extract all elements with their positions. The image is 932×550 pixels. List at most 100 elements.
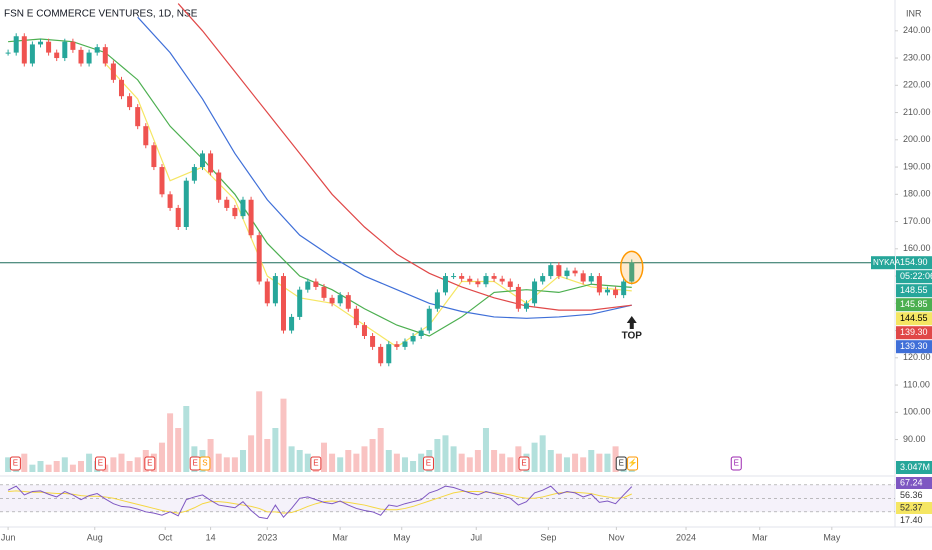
rsi-line xyxy=(8,490,632,514)
candle-body xyxy=(402,341,408,347)
candle-body xyxy=(556,265,562,277)
y-tick-label: 240.00 xyxy=(903,25,931,35)
candle-body xyxy=(596,276,602,293)
volume-bar xyxy=(239,450,246,472)
y-tick-label: 110.00 xyxy=(903,379,930,389)
volume-bar xyxy=(353,453,360,472)
volume-bar xyxy=(296,450,303,472)
volume-bar xyxy=(418,453,425,472)
candle-body xyxy=(272,276,278,304)
candle-body xyxy=(159,167,165,195)
event-marker xyxy=(615,456,627,471)
volume-bar xyxy=(474,450,481,472)
candle-body xyxy=(21,36,27,64)
candle-body xyxy=(629,262,635,282)
volume-bar xyxy=(248,435,255,472)
event-label: E xyxy=(734,459,739,468)
volume-bar xyxy=(5,457,12,472)
volume-bar xyxy=(134,457,141,472)
candle-body xyxy=(118,79,124,97)
volume-bar xyxy=(482,428,489,472)
volume-bar xyxy=(604,453,611,472)
candle-body xyxy=(329,297,335,304)
volume-bar xyxy=(77,461,84,472)
volume-bar xyxy=(385,450,392,472)
volume-bar xyxy=(223,457,230,472)
volume-bar xyxy=(612,446,619,472)
volume-bar xyxy=(563,457,570,472)
currency: INR xyxy=(906,8,922,18)
price-tag-label: 154.90 xyxy=(900,257,928,267)
candle-body xyxy=(46,41,52,53)
event-marker xyxy=(94,456,106,471)
chart-title: FSN E COMMERCE VENTURES, 1D, NSE xyxy=(4,9,198,20)
volume-bar xyxy=(288,446,295,472)
candle-body xyxy=(426,308,432,331)
volume-bar xyxy=(499,453,506,472)
event-label: E xyxy=(147,459,152,468)
candle-body xyxy=(313,281,319,287)
x-tick-label: May xyxy=(393,532,411,542)
candle-body xyxy=(442,276,448,293)
volume-bar xyxy=(215,453,222,472)
candle-body xyxy=(191,167,197,181)
event-label: E xyxy=(426,459,431,468)
rsi-line xyxy=(7,485,633,520)
event-label: S xyxy=(202,459,207,468)
price-tag xyxy=(896,256,932,270)
x-tick-label: 2023 xyxy=(257,532,277,542)
symbol-tag xyxy=(871,256,895,270)
price-tag xyxy=(896,284,932,298)
candle-body xyxy=(345,295,351,309)
volume-bar xyxy=(596,453,603,472)
candle-body xyxy=(280,276,286,331)
event-marker xyxy=(144,456,156,471)
event-marker xyxy=(627,456,639,471)
x-tick-label: Sep xyxy=(540,532,556,542)
candle-body xyxy=(621,281,627,296)
event-label: E xyxy=(98,459,103,468)
price-tag-label: 139.30 xyxy=(900,341,928,351)
candle-body xyxy=(102,47,108,64)
price-tag xyxy=(896,312,932,326)
candle-body xyxy=(256,235,262,282)
volume-bar xyxy=(555,453,562,472)
highlight-circle xyxy=(620,250,644,285)
volume-bar xyxy=(329,453,336,472)
candle-body xyxy=(264,281,270,304)
volume-bar xyxy=(61,457,68,472)
volume-bar xyxy=(167,413,174,472)
candle-body xyxy=(540,276,546,282)
candle-body xyxy=(70,41,76,50)
candle-body xyxy=(532,281,538,304)
volume-bar xyxy=(547,450,554,472)
x-tick-label: May xyxy=(823,532,841,542)
volume-bar xyxy=(231,457,238,472)
rsi-tag-label: 52.37 xyxy=(900,502,923,512)
volume-bar xyxy=(280,398,287,472)
candle-body xyxy=(208,153,214,173)
candle-body xyxy=(62,41,68,59)
volume-bar xyxy=(345,450,352,472)
y-tick-label: 170.00 xyxy=(903,216,931,226)
candle-body xyxy=(248,199,254,236)
candle-body xyxy=(37,41,43,45)
volume-bar xyxy=(29,464,36,472)
candle-body xyxy=(183,180,189,227)
candle-body xyxy=(572,270,578,274)
event-marker xyxy=(199,456,211,471)
candle-body xyxy=(54,52,60,59)
event-marker xyxy=(9,456,21,471)
candle-body xyxy=(143,126,149,146)
x-tick-label: Mar xyxy=(332,532,348,542)
volume-bar xyxy=(69,464,76,472)
candle-body xyxy=(110,63,116,80)
candle-body xyxy=(151,145,157,168)
candle-body xyxy=(507,281,513,287)
y-tick-label: 210.00 xyxy=(903,107,931,117)
candle-body xyxy=(78,49,84,64)
rsi-tag xyxy=(896,477,932,489)
volume-bar xyxy=(175,428,182,472)
volume-tag-label: 3.047M xyxy=(900,462,930,472)
